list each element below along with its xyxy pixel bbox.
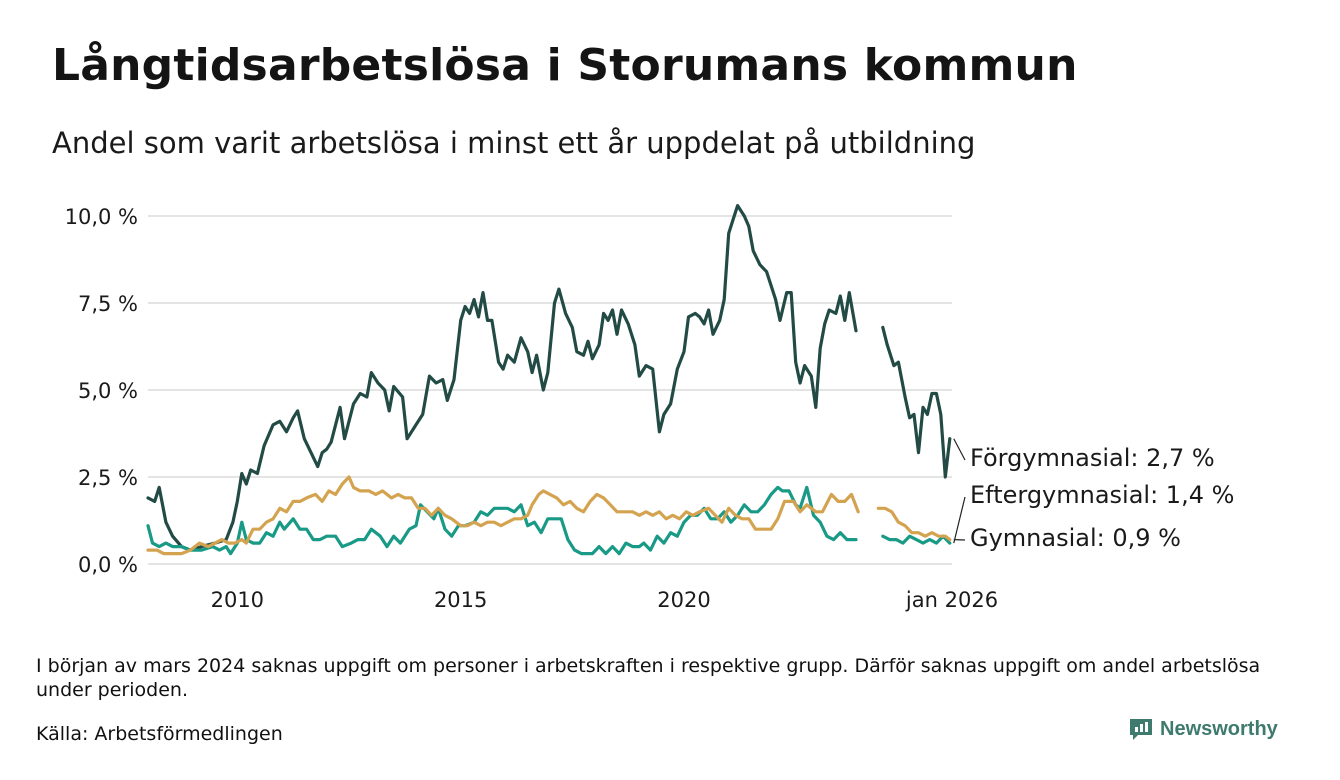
y-tick-label-1: 2,5 % <box>78 466 138 490</box>
series-line-gymnasial-segment-1 <box>146 475 860 556</box>
chart-title: Långtidsarbetslösa i Storumans kommun <box>52 40 1078 91</box>
series-line-eftergymnasial-segment-2 <box>881 534 952 545</box>
y-tick-label-2: 5,0 % <box>78 379 138 403</box>
x-tick-label-3: jan 2026 <box>905 588 998 612</box>
x-tick-label-2: 2020 <box>657 588 710 612</box>
brand-name: Newsworthy <box>1160 717 1278 740</box>
newsworthy-logo-icon <box>1130 719 1152 740</box>
end-label-förgymnasial: Förgymnasial: 2,7 % <box>970 444 1215 472</box>
end-label-leader-eftergymnasial <box>953 496 966 544</box>
series-line-gymnasial-segment-2 <box>876 506 952 542</box>
line-chart: 0,0 % 2,5 % 5,0 % 7,5 % 10,0 % 2010 2015 2020 ja… <box>65 204 1234 612</box>
y-tick-label-4: 10,0 % <box>65 205 138 229</box>
y-tick-label-0: 0,0 % <box>78 553 138 577</box>
chart-subtitle: Andel som varit arbetslösa i minst ett å… <box>52 126 976 160</box>
y-tick-label-3: 7,5 % <box>78 292 138 316</box>
end-label-eftergymnasial: Eftergymnasial: 1,4 % <box>970 481 1234 509</box>
end-label-leader-förgymnasial <box>953 438 966 461</box>
brand-logo[interactable]: Newsworthy <box>1128 716 1278 742</box>
source-credit: Källa: Arbetsförmedlingen <box>36 723 283 745</box>
end-label-gymnasial: Gymnasial: 0,9 % <box>970 524 1181 552</box>
x-tick-label-1: 2015 <box>434 588 487 612</box>
footnote: I början av mars 2024 saknas uppgift om … <box>36 655 1261 701</box>
x-tick-label-0: 2010 <box>211 588 264 612</box>
series-line-förgymnasial-segment-1 <box>146 204 858 552</box>
series-line-eftergymnasial-segment-1 <box>146 485 858 556</box>
series-line-förgymnasial-segment-2 <box>881 325 952 479</box>
